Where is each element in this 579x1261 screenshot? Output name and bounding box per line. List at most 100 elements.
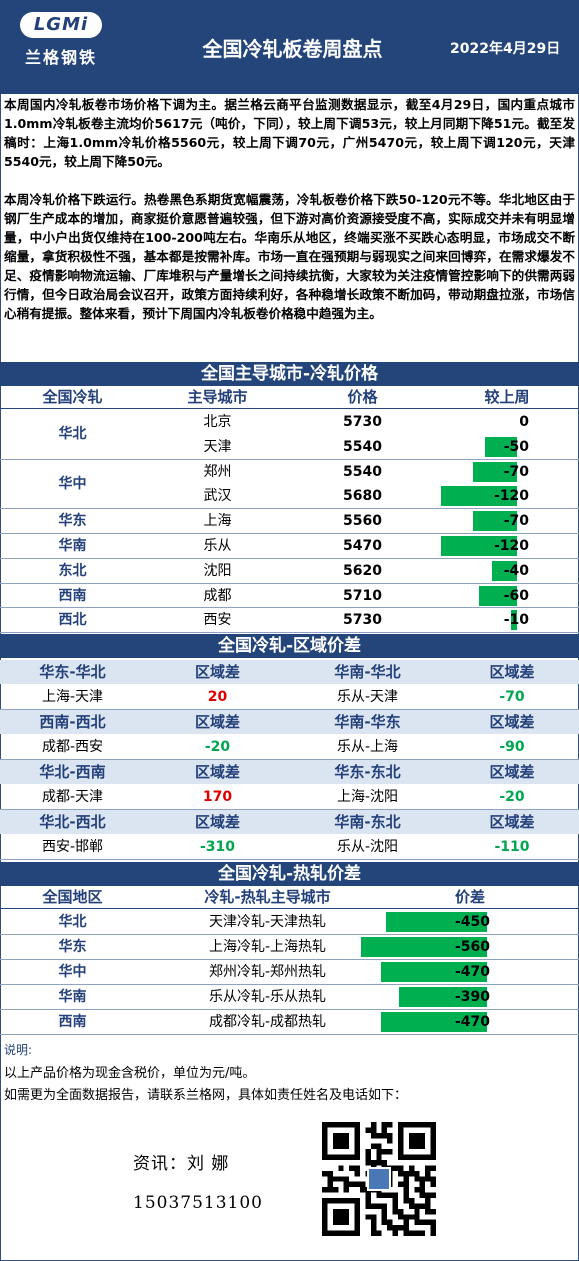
left-region-pair: 华东-华北 bbox=[39, 663, 106, 681]
change-value: -60 bbox=[503, 587, 529, 604]
left-region-pair: 西南-西北 bbox=[39, 713, 106, 731]
city-name: 上海 bbox=[203, 513, 232, 530]
right-city-pair: 乐从-沈阳 bbox=[336, 839, 399, 855]
price-section-title: 全国主导城市-冷轧价格 bbox=[0, 362, 579, 386]
change-value: -40 bbox=[503, 562, 529, 579]
right-diff-value: -90 bbox=[499, 739, 525, 755]
left-diff-value: -310 bbox=[199, 839, 236, 855]
header-region: 全国地区 bbox=[42, 888, 103, 906]
price-row: 北京 5730 0 bbox=[0, 410, 579, 434]
spread-row: 西南 成都冷轧-成都热轧 -470 bbox=[0, 1010, 579, 1034]
row-divider bbox=[0, 959, 579, 960]
region-label: 西北 bbox=[58, 612, 87, 629]
price-value: 5620 bbox=[343, 562, 382, 579]
city-name: 西安 bbox=[203, 612, 232, 629]
price-value: 5710 bbox=[343, 587, 382, 604]
row-divider bbox=[0, 607, 579, 609]
left-city-pair: 成都-西安 bbox=[41, 739, 104, 755]
divider bbox=[0, 908, 579, 909]
change-bar bbox=[441, 536, 517, 556]
left-diff-label: 区域差 bbox=[194, 713, 240, 731]
notes-line-1: 以上产品价格为现金含税价，单位为元/吨。 bbox=[4, 1066, 256, 1081]
left-city-pair: 上海-天津 bbox=[41, 689, 104, 705]
left-diff-label: 区域差 bbox=[194, 763, 240, 781]
spread-bar bbox=[361, 937, 487, 957]
spread-region: 西南 bbox=[58, 1014, 87, 1030]
region-label: 华南 bbox=[58, 538, 87, 554]
left-region-pair: 华北-西南 bbox=[39, 763, 106, 781]
spread-region: 华东 bbox=[58, 939, 87, 955]
spread-city-pair: 乐从冷轧-乐从热轧 bbox=[208, 989, 327, 1005]
row-divider bbox=[0, 533, 579, 534]
logo-chinese-name: 兰格钢铁 bbox=[24, 48, 97, 67]
spread-table-header: 全国地区 冷轧-热轧主导城市 价差 bbox=[0, 886, 579, 908]
right-region-pair: 华东-东北 bbox=[334, 763, 401, 781]
price-row: 沈阳 5620 -40 bbox=[0, 559, 579, 583]
notes-line-2: 如需更为全面数据报告，请联系兰格网，具体如责任姓名及电话如下： bbox=[4, 1088, 408, 1103]
change-bar bbox=[485, 436, 517, 457]
right-city-pair: 乐从-上海 bbox=[336, 739, 399, 755]
spread-row: 华北 天津冷轧-天津热轧 -450 bbox=[0, 910, 579, 934]
logo-text: LGMi bbox=[33, 14, 89, 35]
diff-block-row: 成都-西安 -20 乐从-上海 -90 bbox=[0, 735, 579, 759]
spread-value: -450 bbox=[454, 914, 490, 930]
spread-city-pair: 上海冷轧-上海热轧 bbox=[208, 939, 327, 955]
spread-bar bbox=[381, 962, 487, 982]
right-diff-label: 区域差 bbox=[489, 663, 535, 681]
change-bar bbox=[441, 486, 517, 507]
city-name: 武汉 bbox=[203, 488, 232, 505]
row-divider bbox=[0, 809, 579, 810]
qr-code-icon bbox=[322, 1122, 436, 1236]
row-divider bbox=[0, 508, 579, 510]
lange-logo: LGMi 兰格钢铁 bbox=[18, 10, 104, 72]
change-value: -70 bbox=[503, 513, 529, 530]
change-value: -120 bbox=[493, 538, 529, 554]
header-national: 全国冷轧 bbox=[42, 388, 103, 406]
left-region-pair: 华北-西北 bbox=[39, 813, 106, 831]
right-city-pair: 上海-沈阳 bbox=[336, 789, 399, 805]
change-bar bbox=[491, 560, 517, 581]
price-value: 5680 bbox=[343, 488, 382, 505]
spread-row: 华中 郑州冷轧-郑州热轧 -470 bbox=[0, 960, 579, 984]
notes-heading: 说明: bbox=[4, 1043, 33, 1057]
price-row: 武汉 5680 -120 bbox=[0, 484, 579, 508]
price-row: 西安 5730 -10 bbox=[0, 608, 579, 632]
spread-region: 华北 bbox=[58, 914, 87, 930]
region-label: 华东 bbox=[58, 513, 87, 530]
row-divider bbox=[0, 458, 579, 460]
left-diff-label: 区域差 bbox=[194, 813, 240, 831]
region-label: 东北 bbox=[58, 562, 87, 579]
right-diff-value: -20 bbox=[499, 789, 525, 805]
change-value: -70 bbox=[503, 463, 529, 480]
price-row: 成都 5710 -60 bbox=[0, 584, 579, 608]
spread-city-pair: 郑州冷轧-郑州热轧 bbox=[208, 964, 327, 980]
city-name: 成都 bbox=[203, 587, 232, 604]
city-name: 天津 bbox=[203, 438, 232, 455]
right-region-pair: 华南-华东 bbox=[334, 713, 401, 731]
diff-section-title: 全国冷轧-区域价差 bbox=[0, 634, 579, 658]
spread-row: 华南 乐从冷轧-乐从热轧 -390 bbox=[0, 985, 579, 1009]
left-diff-value: 170 bbox=[202, 789, 233, 805]
header-change: 较上周 bbox=[484, 388, 530, 406]
intro-paragraph-2: 本周冷轧价格下跌运行。热卷黑色系期货宽幅震荡，冷轧板卷价格下跌50-120元不等… bbox=[4, 192, 575, 321]
left-city-pair: 西安-邯郸 bbox=[41, 839, 104, 855]
spread-bar bbox=[385, 912, 487, 932]
city-name: 北京 bbox=[203, 414, 232, 430]
left-diff-label: 区域差 bbox=[194, 663, 240, 681]
spread-value: -470 bbox=[454, 1014, 490, 1030]
row-divider bbox=[0, 709, 579, 710]
divider bbox=[0, 408, 579, 409]
change-bar bbox=[479, 585, 517, 606]
change-bar bbox=[510, 610, 517, 631]
price-value: 5540 bbox=[343, 438, 382, 455]
diff-block-row: 成都-天津 170 上海-沈阳 -20 bbox=[0, 785, 579, 809]
logo-mark: LGMi bbox=[20, 12, 102, 38]
region-label: 西南 bbox=[58, 587, 87, 604]
row-divider bbox=[0, 1009, 579, 1010]
change-bar bbox=[472, 511, 517, 532]
row-divider bbox=[0, 1034, 579, 1035]
intro-paragraph-1: 本周国内冷轧板卷市场价格下调为主。据兰格云商平台监测数据显示，截至4月29日，国… bbox=[4, 97, 575, 169]
spread-bar bbox=[381, 1012, 487, 1032]
change-value: -120 bbox=[493, 488, 529, 505]
change-bar bbox=[472, 461, 517, 482]
